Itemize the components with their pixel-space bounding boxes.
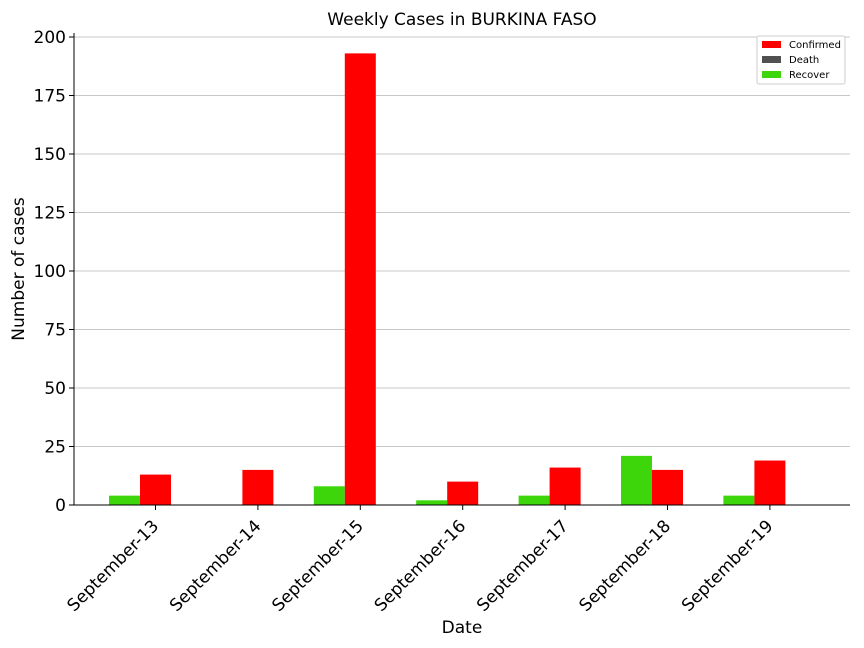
legend-swatch-confirmed (762, 41, 781, 48)
y-tick-label: 0 (55, 496, 66, 516)
x-ticks: September-13 September-14 September-15 Sept… (64, 505, 777, 616)
legend-swatch-death (762, 56, 781, 63)
x-tick-label: September-16 (371, 516, 470, 615)
x-tick-label: September-18 (576, 516, 675, 615)
x-tick-label: September-14 (166, 516, 265, 615)
y-tick-label: 200 (34, 28, 66, 48)
x-tick-label: September-15 (268, 516, 367, 615)
bar-recover (313, 486, 345, 505)
gridlines (74, 36, 850, 447)
legend-label-death: Death (789, 55, 819, 66)
bar-recover (518, 495, 550, 505)
y-tick-label: 100 (34, 262, 66, 282)
x-tick-label: September-13 (64, 516, 163, 615)
bar-confirmed (447, 481, 479, 505)
x-tick-label: September-19 (678, 516, 777, 615)
bar-confirmed (140, 474, 171, 505)
bar-confirmed (754, 460, 786, 505)
legend: Confirmed Death Recover (756, 35, 846, 85)
bar-confirmed (344, 53, 376, 505)
y-tick-label: 150 (34, 145, 66, 165)
y-tick-label: 50 (44, 379, 66, 399)
y-tick-label: 125 (34, 204, 66, 224)
y-tick-label: 75 (44, 321, 66, 341)
legend-label-recover: Recover (789, 70, 830, 81)
x-axis-label: Date (442, 618, 483, 638)
y-tick-label: 25 (44, 438, 66, 458)
legend-swatch-recover (762, 71, 781, 78)
legend-label-confirmed: Confirmed (789, 40, 841, 51)
bar-recover (621, 455, 652, 505)
bar-recover (416, 500, 448, 505)
bar-recover (723, 495, 755, 505)
bar-confirmed (549, 467, 581, 505)
bar-confirmed (242, 469, 274, 505)
y-ticks: 0 25 50 75 100 125 150 175 200 (34, 28, 74, 516)
axes (73, 33, 850, 506)
bars (109, 53, 786, 505)
x-tick-label: September-17 (473, 516, 572, 615)
bar-confirmed (652, 469, 683, 505)
y-axis-label: Number of cases (9, 197, 29, 341)
bar-recover (109, 495, 140, 505)
chart-title: Weekly Cases in BURKINA FASO (327, 10, 596, 30)
y-tick-label: 175 (34, 87, 66, 107)
